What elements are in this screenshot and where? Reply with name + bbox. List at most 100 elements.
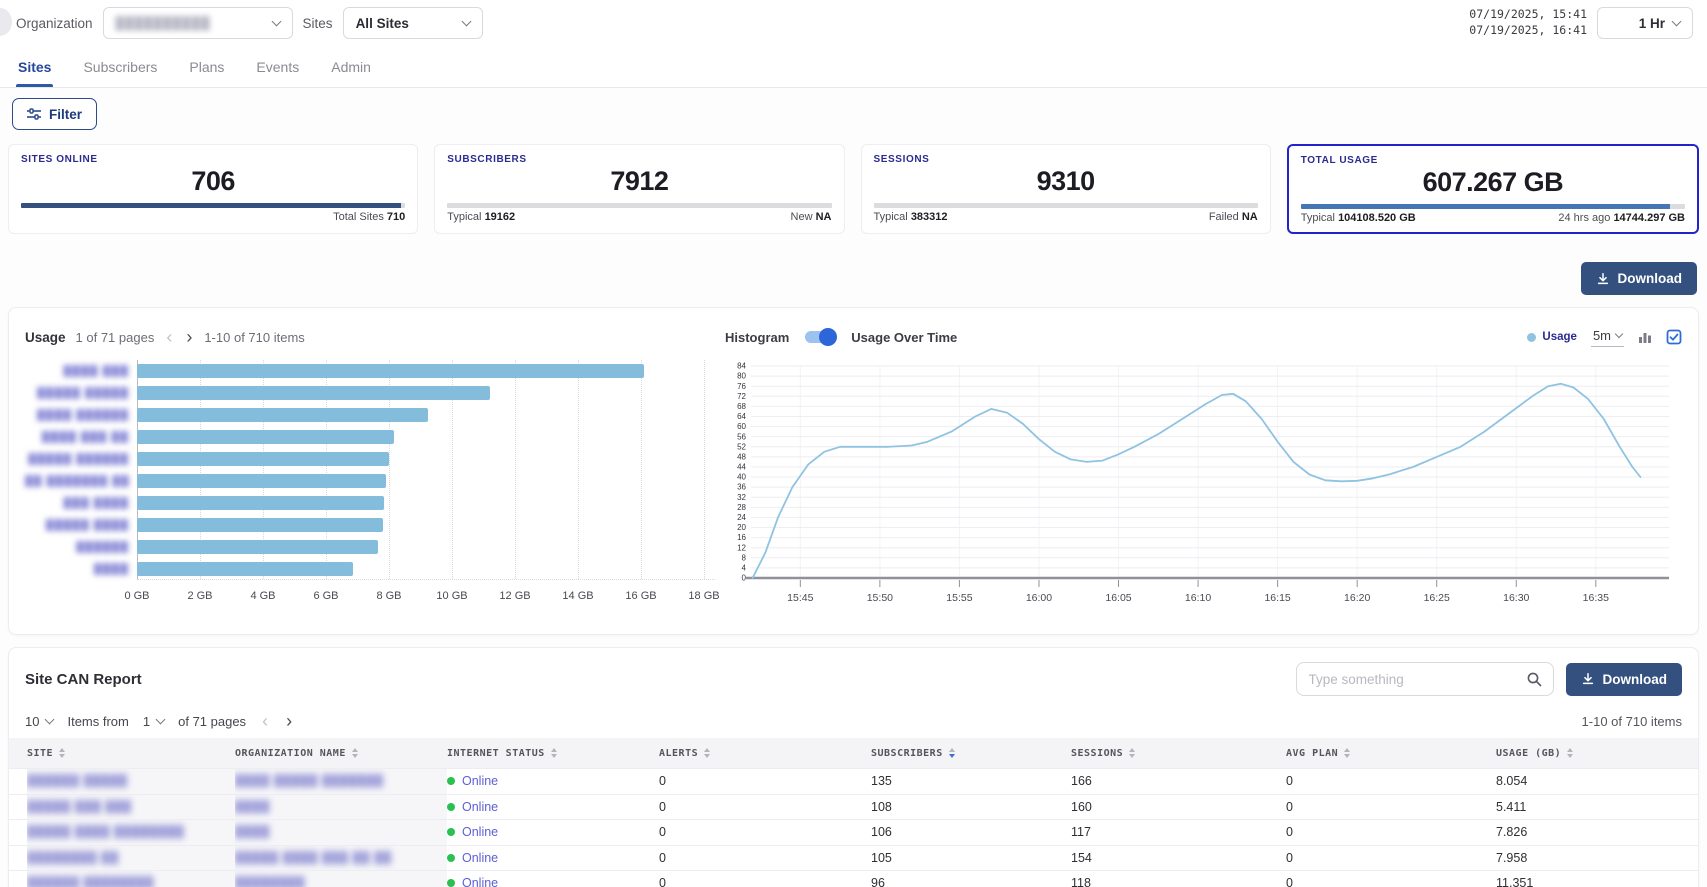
organization-label: Organization [16,16,93,31]
next-page-icon[interactable]: › [184,328,194,346]
bar-label-redacted[interactable]: ██████ [25,541,129,553]
column-header-site[interactable]: SITE [27,748,235,759]
bar-label-redacted[interactable]: ████ ███ [25,365,129,377]
card-footer-left: Typical 104108.520 GB [1301,212,1416,224]
usage-pagination: 1 of 71 pages [76,330,155,345]
time-range-display: 07/19/2025, 15:41 07/19/2025, 16:41 [1469,7,1587,38]
sort-desc-icon [949,754,955,758]
bar-label-redacted[interactable]: ████ ███ ██ [25,431,129,443]
column-header-avg-plan[interactable]: AVG PLAN [1286,748,1496,759]
tab-admin[interactable]: Admin [329,49,373,87]
bar-axis-label: 14 GB [556,590,600,602]
report-search[interactable] [1296,662,1554,696]
tab-sites[interactable]: Sites [16,49,53,87]
column-header-sessions[interactable]: SESSIONS [1071,748,1286,759]
bar-label-redacted[interactable]: █████ ████ [25,519,129,531]
usage-bar[interactable] [137,518,383,532]
filter-button[interactable]: Filter [12,98,97,130]
sort-icon[interactable] [1567,748,1573,758]
svg-text:4: 4 [742,564,747,573]
usage-bar[interactable] [137,540,378,554]
card-total-usage[interactable]: TOTAL USAGE 607.267 GB Typical 104108.52… [1287,144,1699,234]
organization-link[interactable]: ████ [235,801,270,813]
time-range-select[interactable]: 1 Hr [1597,7,1693,39]
usage-bar[interactable] [137,562,353,576]
column-header-organization-name[interactable]: ORGANIZATION NAME [235,748,447,759]
bar-label-redacted[interactable]: ████ ██████ [25,409,129,421]
svg-text:80: 80 [737,372,746,381]
interval-select[interactable]: 5m [1591,328,1624,347]
cell-subscribers: 106 [871,820,1071,845]
bar-label-redacted[interactable]: █████ █████ [25,387,129,399]
svg-text:68: 68 [737,402,746,411]
column-header-subscribers[interactable]: SUBSCRIBERS [871,748,1071,759]
organization-link[interactable]: ████ █████ ███████ [235,775,384,787]
site-link[interactable]: ██████ █████ [27,775,128,787]
page-number-select[interactable]: 1 [143,714,164,729]
prev-page-icon[interactable]: ‹ [260,712,270,730]
search-icon[interactable] [1526,671,1543,688]
svg-text:16:35: 16:35 [1583,592,1609,604]
prev-page-icon[interactable]: ‹ [164,328,174,346]
bar-label-redacted[interactable]: ██ ███████ ██ [25,475,129,487]
tab-events[interactable]: Events [254,49,301,87]
page-size-select[interactable]: 10 [25,714,53,729]
search-input[interactable] [1309,672,1526,687]
organization-link[interactable]: ████ [235,826,270,838]
site-link[interactable]: ████████ ██ [27,852,119,864]
column-header-internet-status[interactable]: INTERNET STATUS [447,748,659,759]
organization-link[interactable]: ████████ [235,877,305,887]
download-button-report[interactable]: Download [1566,663,1683,696]
card-footer-left: Typical 19162 [447,211,515,223]
usage-line-series[interactable] [753,384,1641,578]
organization-link[interactable]: █████ ████ ███ ██ ██ [235,852,392,864]
download-button-top[interactable]: Download [1581,262,1698,295]
usage-bar[interactable] [137,408,428,422]
cell-alerts: 0 [659,820,871,845]
usage-bar[interactable] [137,474,386,488]
card-footer-left: Typical 383312 [874,211,948,223]
table-row: █████ ████ ████████████Online010611707.8… [9,819,1698,845]
organization-select[interactable]: ██████████ [103,7,293,39]
usage-bar[interactable] [137,452,389,466]
card-subscribers[interactable]: SUBSCRIBERS 7912 Typical 19162 New NA [434,144,844,234]
sort-icon[interactable] [704,748,710,758]
cell-sessions: 154 [1071,846,1286,871]
site-link[interactable]: ██████ ████████ [27,877,154,887]
bar-label-redacted[interactable]: █████ ██████ [25,453,129,465]
tab-plans[interactable]: Plans [187,49,226,87]
card-footer-right: Failed NA [1209,211,1258,223]
chart-type-button[interactable] [1638,330,1652,344]
next-page-icon[interactable]: › [284,712,294,730]
cell-alerts: 0 [659,846,871,871]
online-dot-icon [447,879,455,887]
site-link[interactable]: █████ ████ ████████ [27,826,185,838]
site-link[interactable]: █████ ███ ███ [27,801,132,813]
bar-label-redacted[interactable]: ████ [25,563,129,575]
sort-icon[interactable] [59,748,65,758]
bar-label-redacted[interactable]: ███ ████ [25,497,129,509]
tab-subscribers[interactable]: Subscribers [81,49,159,87]
sites-select[interactable]: All Sites [343,7,483,39]
histogram-toggle[interactable] [805,331,835,343]
usage-bar[interactable] [137,364,644,378]
usage-bar[interactable] [137,430,394,444]
sort-icon[interactable] [551,748,557,758]
report-items-range: 1-10 of 710 items [1582,714,1682,729]
select-columns-button[interactable] [1666,329,1682,345]
sort-icon[interactable] [1344,748,1350,758]
sort-icon[interactable] [949,748,955,758]
column-header-alerts[interactable]: ALERTS [659,748,871,759]
usage-bar[interactable] [137,496,384,510]
sidebar-handle[interactable] [0,8,12,36]
column-header-usage-gb-[interactable]: USAGE (GB) [1496,748,1698,759]
cell-site: ██████ ████████ [27,871,235,887]
card-sites-online[interactable]: SITES ONLINE 706 Total Sites 710 [8,144,418,234]
usage-bar[interactable] [137,386,490,400]
line-chart-svg: 0481216202428323640444852566064687276808… [725,360,1675,608]
sort-icon[interactable] [352,748,358,758]
report-title: Site CAN Report [25,671,142,688]
table-row: █████ ███ ███████Online010816005.411 [9,794,1698,820]
card-sessions[interactable]: SESSIONS 9310 Typical 383312 Failed NA [861,144,1271,234]
sort-icon[interactable] [1129,748,1135,758]
